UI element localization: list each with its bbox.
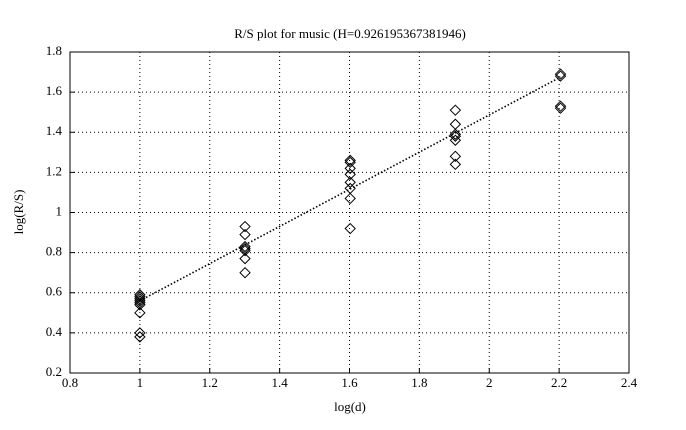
x-tick-label: 2.4	[621, 375, 638, 390]
y-tick-label: 0.4	[46, 324, 63, 339]
diamond-marker	[554, 70, 567, 82]
x-tick-label: 1	[137, 375, 144, 390]
fit-line	[139, 76, 561, 302]
x-tick-label: 1.6	[341, 375, 358, 390]
diamond-marker	[344, 222, 356, 235]
y-tick-label: 1.6	[46, 83, 63, 98]
diamond-marker	[239, 266, 251, 279]
diamond-marker	[449, 134, 462, 146]
diamond-marker	[554, 100, 567, 112]
plot-frame	[69, 51, 630, 374]
diamond-marker	[449, 104, 462, 116]
x-axis-label: log(d)	[334, 399, 366, 414]
diamond-marker	[449, 150, 462, 163]
x-tick-label: 2	[486, 375, 493, 390]
diamond-marker	[239, 252, 251, 265]
x-tick-label: 2.2	[551, 375, 567, 390]
diamond-marker	[554, 68, 567, 80]
y-tick-label: 1.8	[46, 43, 62, 58]
diamond-marker	[449, 158, 462, 171]
diamond-marker	[134, 291, 146, 303]
chart-title: R/S plot for music (H=0.926195367381946)	[234, 26, 466, 41]
x-tick-label: 1.4	[272, 375, 289, 390]
diamond-marker	[239, 228, 251, 241]
y-tick-label: 1	[56, 203, 63, 218]
diamond-marker	[239, 220, 251, 233]
y-axis-label: log(R/S)	[11, 190, 26, 235]
y-tick-label: 1.2	[46, 163, 62, 178]
x-tick-label: 0.8	[62, 375, 78, 390]
diamond-marker	[449, 128, 462, 140]
diamond-marker	[554, 102, 567, 114]
diamond-marker	[134, 331, 146, 343]
diamond-marker	[344, 154, 356, 167]
diamond-marker	[239, 240, 251, 253]
diamond-marker	[344, 192, 356, 205]
diamond-marker	[344, 162, 356, 175]
diamond-marker	[344, 156, 356, 169]
x-tick-label: 1.2	[202, 375, 218, 390]
diamond-marker	[134, 327, 146, 339]
diamond-marker	[134, 299, 146, 311]
diamond-marker	[344, 176, 356, 189]
diamond-marker	[134, 293, 146, 305]
diamond-marker	[239, 244, 251, 257]
y-tick-label: 0.2	[46, 364, 62, 379]
y-tick-label: 0.6	[46, 284, 63, 299]
diamond-marker	[134, 307, 146, 319]
x-tick-label: 1.8	[411, 375, 427, 390]
y-tick-label: 0.8	[46, 244, 62, 259]
diamond-marker	[344, 168, 356, 181]
y-tick-label: 1.4	[46, 123, 63, 138]
